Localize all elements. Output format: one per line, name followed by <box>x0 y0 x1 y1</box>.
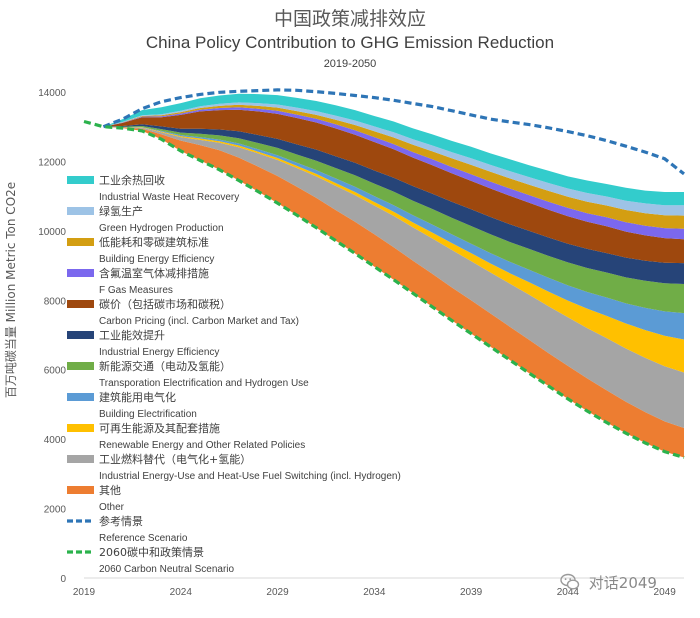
legend-swatch <box>67 176 94 184</box>
legend-swatch <box>67 424 94 432</box>
legend-swatch <box>67 362 94 370</box>
y-axis-label: 百万吨碳当量 Million Metric Ton CO2e <box>2 160 19 420</box>
axes: 0 2000 4000 6000 8000 10000 12000 14000 2019 2024… <box>38 88 684 598</box>
x-tick-label: 2039 <box>460 587 483 598</box>
y-tick-label: 10000 <box>38 227 66 238</box>
legend-label-en: 2060 Carbon Neutral Scenario <box>99 564 235 575</box>
chart-title: China Policy Contribution to GHG Emissio… <box>145 33 555 52</box>
y-tick-label: 4000 <box>44 435 67 446</box>
x-tick-label: 2034 <box>363 587 386 598</box>
y-tick-label: 14000 <box>38 88 66 99</box>
area-3 <box>103 126 684 340</box>
legend-label-cn: 工业余热回收 <box>99 173 165 187</box>
area-2 <box>103 126 684 373</box>
area-10 <box>103 93 684 206</box>
legend-label-en: Building Electrification <box>99 409 197 420</box>
y-axis-label-cn: 百万吨碳当量 <box>4 326 18 399</box>
legend-label-en: Building Energy Efficiency <box>99 254 214 265</box>
legend-label-cn: 含氟温室气体减排措施 <box>99 266 209 280</box>
x-tick-label: 2029 <box>266 587 289 598</box>
x-tick-label: 2049 <box>654 587 677 598</box>
legend-swatch <box>67 455 94 463</box>
y-tick-label: 12000 <box>38 157 66 168</box>
x-tick-label: 2024 <box>170 587 193 598</box>
watermark: 对话2049 <box>560 572 657 593</box>
legend-label-cn: 其他 <box>99 484 121 497</box>
legend-swatch <box>67 486 94 494</box>
area-8 <box>103 104 684 229</box>
legend-label-cn: 工业燃料替代（电气化+氢能） <box>99 452 251 466</box>
area-4 <box>103 126 684 314</box>
legend-label-en: F Gas Measures <box>99 285 173 296</box>
legend-label-cn: 2060碳中和政策情景 <box>99 545 204 559</box>
area-7 <box>103 107 684 240</box>
legend-swatch <box>67 238 94 246</box>
y-tick-label: 6000 <box>44 366 67 377</box>
y-tick-label: 8000 <box>44 296 67 307</box>
legend-label-en: Reference Scenario <box>99 533 188 544</box>
legend-swatch <box>67 207 94 215</box>
y-tick-label: 0 <box>60 574 66 585</box>
legend-label-en: Transporation Electrification and Hydrog… <box>99 378 309 389</box>
x-tick-label: 2044 <box>557 587 580 598</box>
reference-scenario-line <box>102 88 685 176</box>
wechat-icon <box>560 573 580 590</box>
legend-label-cn: 建筑能用电气化 <box>99 390 176 404</box>
watermark-text: 对话2049 <box>588 574 657 592</box>
legend-label-en: Green Hydrogen Production <box>99 223 224 234</box>
plot-area <box>83 88 685 460</box>
legend-swatch <box>67 331 94 339</box>
legend-label-en: Renewable Energy and Other Related Polic… <box>99 440 305 451</box>
legend-label-cn: 低能耗和零碳建筑标准 <box>99 235 209 249</box>
legend-label-cn: 新能源交通（电动及氢能） <box>99 359 231 373</box>
y-axis-label-en: Million Metric Ton CO2e <box>4 181 18 323</box>
x-tick-label: 2019 <box>73 587 96 598</box>
legend-swatch <box>67 269 94 277</box>
chart-title-cn: 中国政策减排效应 <box>273 8 426 30</box>
legend-label-cn: 工业能效提升 <box>99 328 165 342</box>
legend-label-en: Industrial Waste Heat Recovery <box>99 192 239 203</box>
y-tick-label: 2000 <box>44 505 67 516</box>
legend-swatch <box>67 300 94 308</box>
area-1 <box>103 126 684 428</box>
legend-label-cn: 绿氢生产 <box>99 204 143 218</box>
legend-swatch <box>67 393 94 401</box>
area-0 <box>103 126 684 458</box>
area-9 <box>103 102 684 216</box>
legend: 工业余热回收 Industrial Waste Heat Recovery绿氢生产… <box>67 173 401 575</box>
legend-label-en: Industrial Energy Efficiency <box>99 347 219 358</box>
legend-label-cn: 参考情景 <box>99 514 143 528</box>
legend-label-cn: 碳价（包括碳市场和碳税） <box>99 297 231 311</box>
chart-subtitle: 2019-2050 <box>323 58 377 70</box>
area-6 <box>103 109 684 264</box>
legend-label-en: Industrial Energy-Use and Heat-Use Fuel … <box>99 471 401 482</box>
area-5 <box>103 124 684 284</box>
legend-label-en: Other <box>99 502 125 513</box>
legend-label-en: Carbon Pricing (incl. Carbon Market and … <box>99 316 299 327</box>
legend-label-cn: 可再生能源及其配套措施 <box>99 421 220 435</box>
